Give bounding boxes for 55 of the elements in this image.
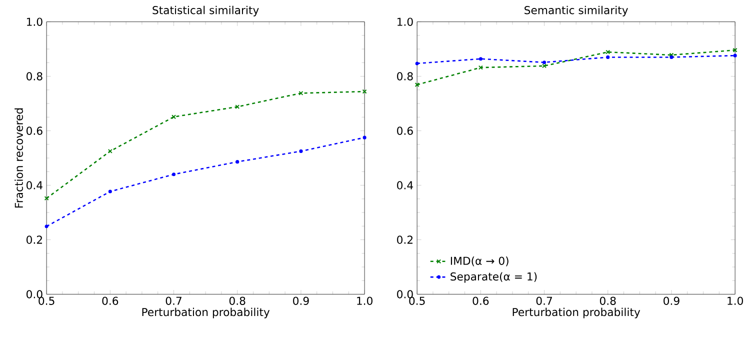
point xyxy=(44,224,48,228)
x-tick-label: 0.6 xyxy=(472,296,489,306)
x-tick-label: 0.7 xyxy=(166,296,182,306)
point xyxy=(478,57,482,61)
point xyxy=(733,54,737,58)
point xyxy=(415,62,419,66)
point xyxy=(236,160,240,164)
y-axis-title: Fraction recovered xyxy=(14,108,23,208)
point xyxy=(542,64,547,68)
point xyxy=(108,190,112,194)
y-tick-label: 0.2 xyxy=(26,236,42,244)
y-tick-label: 1.0 xyxy=(398,18,413,26)
y-tick-label: 0.0 xyxy=(26,290,42,298)
x-tick-label: 0.8 xyxy=(229,296,246,306)
y-tick-label: 0.6 xyxy=(26,126,42,135)
point xyxy=(172,172,176,176)
point xyxy=(542,60,546,64)
point xyxy=(298,91,304,96)
legend-label: IMD(α → 0) xyxy=(450,256,508,266)
point xyxy=(414,82,420,88)
point xyxy=(172,114,176,120)
y-tick-label: 0.0 xyxy=(397,290,413,298)
y-tick-label: 1.0 xyxy=(27,18,42,26)
point xyxy=(606,56,610,60)
x-axis-title: Perturbation probability xyxy=(142,308,270,318)
y-tick-label: 0.2 xyxy=(397,236,413,244)
point xyxy=(669,52,674,58)
point xyxy=(362,136,366,140)
x-tick-label: 0.7 xyxy=(536,296,552,306)
point xyxy=(606,50,610,54)
x-tick-label: 0.8 xyxy=(600,296,616,306)
point xyxy=(44,196,49,201)
y-tick-label: 0.6 xyxy=(397,126,413,135)
point xyxy=(108,149,112,154)
point xyxy=(478,65,483,70)
y-tick-label: 0.8 xyxy=(26,72,42,80)
point xyxy=(732,48,738,52)
y-tick-label: 0.4 xyxy=(397,181,413,190)
x-tick-label: 1.0 xyxy=(357,296,372,306)
point xyxy=(299,150,303,154)
point xyxy=(235,104,240,110)
x-tick-label: 0.5 xyxy=(409,296,425,306)
x-tick-label: 0.9 xyxy=(664,296,680,306)
point xyxy=(362,89,367,94)
x-tick-label: 0.9 xyxy=(293,296,309,306)
x-tick-label: 1.0 xyxy=(728,296,743,306)
chart-title: Statistical similarity xyxy=(152,6,259,16)
y-tick-label: 0.8 xyxy=(397,72,413,80)
chart-title: Semantic similarity xyxy=(524,6,628,16)
y-tick-label: 0.4 xyxy=(26,181,42,190)
x-tick-label: 0.6 xyxy=(102,296,118,306)
x-axis-title: Perturbation probability xyxy=(512,308,640,318)
point xyxy=(670,56,674,60)
legend-label: Separate(α = 1) xyxy=(450,272,537,283)
x-tick-label: 0.5 xyxy=(38,296,54,306)
